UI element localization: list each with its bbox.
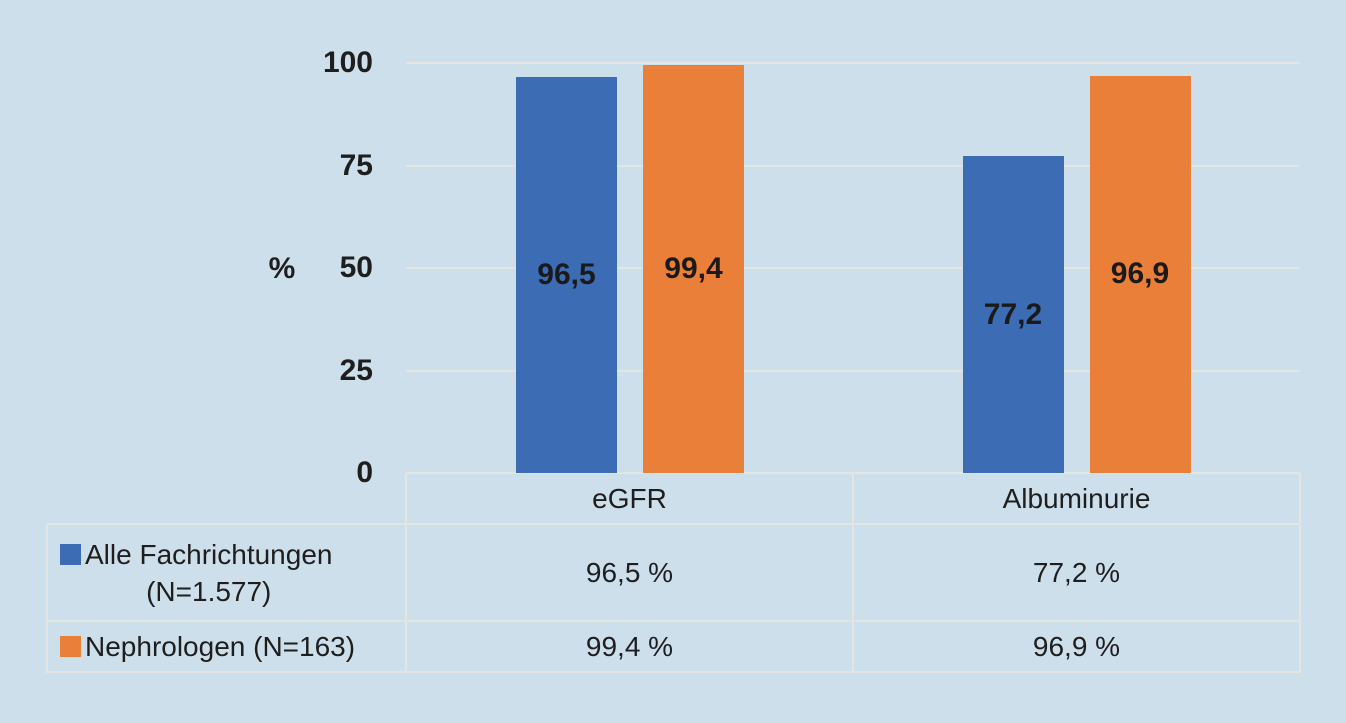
- bar-data-label-albuminurie-orange: 96,9: [1110, 257, 1170, 291]
- table-value-egfr-nephrologen: 99,4 %: [585, 630, 674, 662]
- table-border-horizontal-2: [47, 671, 1300, 673]
- y-tick-label-100: 100: [322, 46, 373, 79]
- bar-nephrologen-n-163--egfr: [643, 65, 744, 473]
- bar-alle-fachrichtungen-n-1-577--albuminurie: [962, 156, 1064, 473]
- table-value-egfr-alle-fachrichtungen: 96,5 %: [585, 556, 674, 588]
- gridline-75: [406, 164, 1300, 167]
- bar-alle-fachrichtungen-n-1-577--egfr: [516, 77, 617, 473]
- table-border-vertical-3: [1299, 473, 1301, 673]
- table-value-albuminurie-nephrologen: 96,9 %: [1032, 630, 1121, 662]
- category-label-albuminurie: Albuminurie: [1002, 482, 1151, 514]
- legend-label-alle-fachrichtungen-n-1-577-: Alle Fachrichtungen (N=1.577): [85, 524, 332, 621]
- legend-swatch-orange: [60, 636, 81, 657]
- y-tick-label-75: 75: [339, 148, 373, 182]
- legend-label-line: Nephrologen (N=163): [85, 631, 356, 662]
- legend-swatch-blue: [60, 543, 81, 565]
- table-border-horizontal-1: [47, 620, 1300, 622]
- bar-data-label-egfr-blue: 96,5: [537, 258, 596, 292]
- category-label-egfr: eGFR: [592, 482, 667, 514]
- table-value-albuminurie-alle-fachrichtungen: 77,2 %: [1032, 556, 1121, 588]
- legend-label-nephrologen-n-163-: Nephrologen (N=163): [85, 621, 355, 672]
- legend-label-line: Alle Fachrichtungen: [85, 538, 333, 570]
- bar-nephrologen-n-163--albuminurie: [1089, 75, 1191, 473]
- bar-data-label-egfr-orange: 99,4: [664, 252, 723, 286]
- gridline-50: [406, 267, 1300, 269]
- y-tick-label-25: 25: [339, 353, 373, 387]
- table-border-vertical-0: [46, 524, 48, 673]
- table-border-vertical-2: [852, 473, 854, 673]
- gridline-25: [406, 369, 1300, 372]
- gridline-100: [406, 62, 1300, 64]
- y-tick-label-0: 0: [356, 456, 373, 489]
- y-axis-title: %: [268, 252, 296, 285]
- table-border-vertical-1: [405, 473, 407, 673]
- y-tick-label-50: 50: [339, 251, 373, 284]
- bar-data-label-albuminurie-blue: 77,2: [983, 297, 1043, 331]
- table-border-horizontal-0: [47, 523, 1300, 525]
- legend-label-line: (N=1.577): [146, 575, 272, 607]
